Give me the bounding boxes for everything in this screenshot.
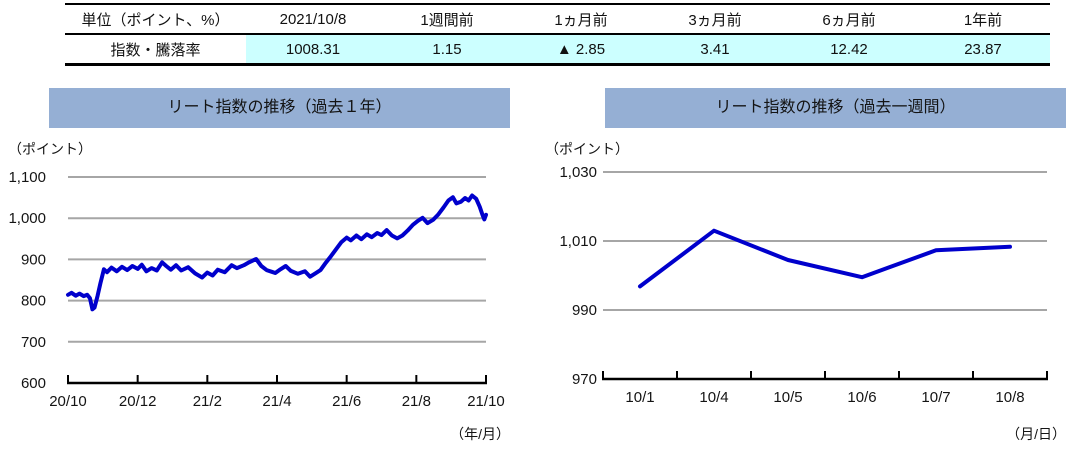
svg-text:10/1: 10/1	[625, 389, 654, 406]
summary-table: 単位（ポイント、%） 2021/10/8 1週間前 1ヵ月前 3ヵ月前 6ヵ月前…	[65, 3, 1050, 66]
svg-text:800: 800	[21, 293, 46, 310]
svg-text:21/2: 21/2	[193, 393, 222, 410]
svg-text:990: 990	[572, 302, 597, 319]
value-1month-chg: ▲ 2.85	[514, 34, 648, 65]
svg-text:21/8: 21/8	[402, 393, 431, 410]
left-xaxis-unit-label: （年/月）	[450, 426, 510, 442]
x-tick-labels: 20/10 20/12 21/2 21/4 21/6 21/8 21/10	[49, 393, 505, 410]
table-value-row: 指数・騰落率 1008.31 1.15 ▲ 2.85 3.41 12.42 23…	[65, 34, 1050, 65]
header-1week-ago: 1週間前	[420, 11, 474, 29]
header-3month-ago: 3ヵ月前	[688, 11, 742, 29]
gridlines	[603, 171, 1047, 311]
svg-text:1,010: 1,010	[559, 233, 597, 250]
svg-text:21/10: 21/10	[467, 393, 505, 410]
svg-text:10/8: 10/8	[995, 389, 1024, 406]
svg-text:1,000: 1,000	[8, 210, 46, 227]
svg-text:21/6: 21/6	[332, 393, 361, 410]
svg-text:700: 700	[21, 334, 46, 351]
right-yaxis-unit-label: （ポイント）	[545, 141, 629, 157]
right-xaxis-unit-label: （月/日）	[1006, 426, 1066, 442]
svg-text:1,100: 1,100	[8, 169, 46, 186]
value-1week-chg: 1.15	[380, 34, 514, 65]
left-chart: 600 700 800 900 1,000 1,100 20/10 20/12 21/2 21/4…	[8, 169, 505, 410]
svg-text:20/10: 20/10	[49, 393, 87, 410]
x-axis	[602, 371, 1048, 381]
y-tick-labels: 600 700 800 900 1,000 1,100	[8, 169, 46, 392]
header-date: 2021/10/8	[279, 10, 347, 28]
value-6month-chg: 12.42	[782, 34, 916, 65]
right-chart: 970 990 1,010 1,030 10/1 10/4 10/5 10/6 10/7 10/8	[559, 164, 1048, 406]
svg-text:20/12: 20/12	[119, 393, 157, 410]
svg-text:970: 970	[572, 371, 597, 388]
x-axis	[67, 375, 487, 385]
header-6month-ago: 6ヵ月前	[822, 11, 876, 29]
gridlines	[68, 176, 486, 343]
svg-text:21/4: 21/4	[262, 393, 291, 410]
header-1year-ago: 1年前	[963, 11, 1003, 29]
left-yaxis-unit-label: （ポイント）	[8, 141, 92, 157]
data-line	[66, 193, 488, 312]
table-header-row: 単位（ポイント、%） 2021/10/8 1週間前 1ヵ月前 3ヵ月前 6ヵ月前…	[65, 4, 1050, 34]
x-tick-labels: 10/1 10/4 10/5 10/6 10/7 10/8	[625, 389, 1024, 406]
svg-text:10/4: 10/4	[699, 389, 728, 406]
data-line	[638, 228, 1012, 289]
svg-text:600: 600	[21, 375, 46, 392]
svg-text:10/5: 10/5	[773, 389, 802, 406]
svg-text:900: 900	[21, 251, 46, 268]
value-index: 1008.31	[246, 34, 380, 65]
row-label: 指数・騰落率	[110, 41, 201, 59]
svg-text:10/7: 10/7	[921, 389, 950, 406]
svg-text:10/6: 10/6	[847, 389, 876, 406]
left-chart-title: リート指数の推移（過去１年）	[49, 88, 510, 128]
svg-text:1,030: 1,030	[559, 164, 597, 181]
header-1month-ago: 1ヵ月前	[554, 11, 608, 29]
value-3month-chg: 3.41	[648, 34, 782, 65]
right-chart-title: リート指数の推移（過去一週間）	[605, 88, 1066, 128]
unit-header-cell: 単位（ポイント、%）	[81, 11, 230, 29]
y-tick-labels: 970 990 1,010 1,030	[559, 164, 597, 388]
value-1year-chg: 23.87	[916, 34, 1050, 65]
